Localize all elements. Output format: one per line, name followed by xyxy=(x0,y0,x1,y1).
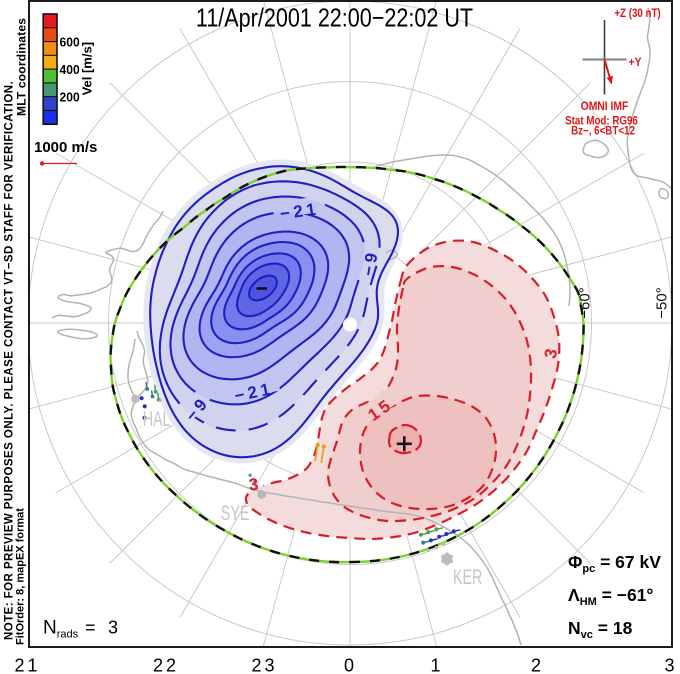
svg-text:600: 600 xyxy=(60,35,80,49)
svg-text:3: 3 xyxy=(248,474,263,494)
svg-text:200: 200 xyxy=(60,90,80,104)
svg-text:400: 400 xyxy=(60,63,80,77)
svg-text:Bz−, 6<BT<12: Bz−, 6<BT<12 xyxy=(571,125,635,138)
svg-text:−9: −9 xyxy=(359,248,382,277)
svg-text:22: 22 xyxy=(153,656,179,674)
svg-text:Stat Mod: RG96: Stat Mod: RG96 xyxy=(565,115,638,128)
svg-text:Vel [m/s]: Vel [m/s] xyxy=(80,42,95,95)
svg-text:SYE: SYE xyxy=(221,501,250,524)
svg-text:Nvc = 18: Nvc = 18 xyxy=(568,618,633,641)
svg-text:MLT coordinates: MLT coordinates xyxy=(15,18,29,116)
svg-text:NOTE: FOR PREVIEW PURPOSES ONL: NOTE: FOR PREVIEW PURPOSES ONLY. PLEASE … xyxy=(4,81,16,640)
svg-text:OMNI IMF: OMNI IMF xyxy=(581,101,629,114)
svg-text:1000 m/s: 1000 m/s xyxy=(34,139,97,156)
svg-text:+Y: +Y xyxy=(629,57,643,70)
svg-text:−60°: −60° xyxy=(577,287,594,318)
svg-text:+Z (30 nT): +Z (30 nT) xyxy=(614,7,661,20)
svg-text:KER: KER xyxy=(453,565,482,588)
svg-text:2: 2 xyxy=(531,656,544,674)
svg-text:FitOrder: 8, mapEX format: FitOrder: 8, mapEX format xyxy=(15,508,27,645)
svg-text:11/Apr/2001 22:00−22:02 UT: 11/Apr/2001 22:00−22:02 UT xyxy=(196,4,474,33)
svg-text:Φpc = 67 kV: Φpc = 67 kV xyxy=(568,552,661,575)
svg-text:0: 0 xyxy=(344,656,357,674)
svg-text:23: 23 xyxy=(251,656,277,674)
svg-text:1: 1 xyxy=(430,656,443,674)
svg-text:3: 3 xyxy=(541,344,562,361)
svg-text:−50°: −50° xyxy=(654,287,671,318)
svg-text:HAL: HAL xyxy=(143,407,171,430)
svg-text:3: 3 xyxy=(664,656,677,674)
svg-text:21: 21 xyxy=(14,656,40,674)
